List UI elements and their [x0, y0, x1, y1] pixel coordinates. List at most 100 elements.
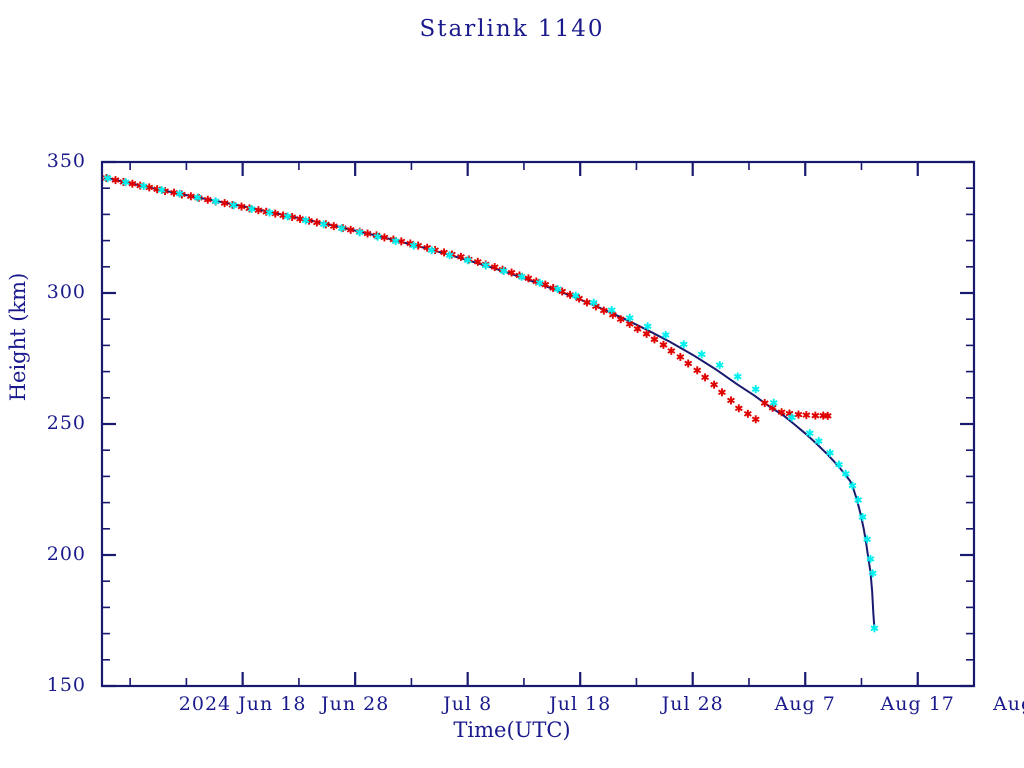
marker-stroke: [175, 190, 184, 197]
marker-stroke: [121, 179, 130, 185]
data-point: [667, 346, 676, 355]
marker-stroke: [841, 470, 850, 477]
marker-stroke: [599, 307, 608, 314]
data-point: [768, 403, 777, 412]
marker-stroke: [296, 216, 304, 222]
marker-stroke: [380, 234, 389, 241]
marker-stroke: [625, 315, 634, 321]
data-point: [121, 178, 130, 187]
data-point: [363, 229, 372, 238]
marker-stroke: [229, 202, 238, 209]
data-point: [229, 201, 238, 210]
data-point: [863, 535, 872, 544]
y-tick-label: 300: [46, 281, 86, 303]
data-point: [170, 188, 178, 197]
data-point: [583, 298, 591, 307]
data-point: [679, 340, 688, 349]
data-point: [409, 241, 418, 250]
x-tick-label: 2024 Jun 18: [178, 693, 307, 715]
marker-stroke: [145, 184, 154, 191]
marker-stroke: [193, 194, 202, 201]
marker-stroke: [103, 175, 112, 182]
marker-stroke: [203, 196, 212, 203]
marker-stroke: [473, 258, 482, 265]
plot-frame: [100, 160, 976, 688]
marker-stroke: [625, 321, 634, 327]
data-point: [265, 208, 274, 217]
marker-stroke: [863, 536, 872, 543]
data-point: [139, 182, 148, 191]
x-tick-label: Jul 28: [661, 693, 724, 715]
marker-stroke: [633, 326, 642, 332]
marker-stroke: [802, 412, 811, 418]
marker-stroke: [733, 373, 742, 380]
data-point: [802, 411, 811, 420]
marker-stroke: [835, 461, 843, 468]
marker-stroke: [456, 254, 465, 260]
data-point: [769, 398, 778, 407]
marker-stroke: [868, 570, 877, 577]
marker-stroke: [271, 210, 280, 217]
data-point: [346, 225, 355, 234]
data-point: [777, 408, 786, 417]
data-point: [676, 352, 685, 361]
x-tick-label: Aug 17: [880, 693, 955, 715]
y-tick-label: 150: [46, 674, 86, 696]
data-point: [823, 411, 832, 420]
x-tick-label: Jul 18: [549, 693, 612, 715]
data-point: [507, 268, 516, 277]
marker-stroke: [329, 223, 338, 230]
marker-stroke: [848, 482, 857, 489]
marker-stroke: [811, 412, 820, 419]
marker-stroke: [541, 281, 550, 288]
marker-stroke: [751, 416, 760, 423]
data-point: [157, 186, 166, 195]
marker-stroke: [710, 381, 719, 388]
marker-stroke: [247, 206, 256, 212]
marker-stroke: [391, 238, 400, 244]
data-point: [296, 214, 304, 223]
data-point: [787, 413, 796, 422]
data-point: [247, 204, 256, 213]
marker-stroke: [854, 497, 863, 503]
marker-stroke: [734, 405, 743, 412]
marker-stroke: [481, 262, 490, 269]
marker-stroke: [787, 414, 796, 421]
data-point: [599, 306, 608, 315]
data-point: [760, 399, 769, 408]
marker-stroke: [312, 219, 321, 226]
marker-stroke: [237, 203, 246, 210]
marker-stroke: [524, 275, 533, 282]
data-point: [607, 306, 616, 315]
marker-stroke: [760, 400, 769, 406]
data-point: [128, 179, 137, 188]
marker-stroke: [643, 323, 652, 330]
marker-stroke: [355, 229, 364, 236]
data-point: [463, 256, 472, 265]
marker-stroke: [650, 336, 659, 343]
data-point: [589, 298, 598, 307]
data-point: [751, 415, 760, 424]
marker-stroke: [823, 413, 832, 419]
data-point: [481, 261, 490, 270]
marker-stroke: [427, 247, 436, 254]
data-point: [701, 373, 710, 382]
marker-stroke: [777, 409, 786, 416]
chart-title: Starlink 1140: [419, 16, 605, 42]
data-point: [814, 437, 823, 446]
data-point: [203, 195, 212, 204]
data-point: [794, 410, 803, 419]
data-point: [237, 202, 246, 211]
data-point: [743, 409, 752, 418]
marker-stroke: [445, 252, 454, 259]
marker-stroke: [794, 411, 803, 418]
data-point: [541, 280, 550, 289]
marker-stroke: [667, 348, 676, 354]
data-point: [319, 220, 328, 229]
data-point: [355, 228, 364, 237]
data-point: [811, 411, 820, 420]
data-point: [337, 224, 346, 233]
data-point: [220, 199, 229, 208]
data-point: [499, 266, 508, 275]
marker-stroke: [743, 410, 752, 417]
